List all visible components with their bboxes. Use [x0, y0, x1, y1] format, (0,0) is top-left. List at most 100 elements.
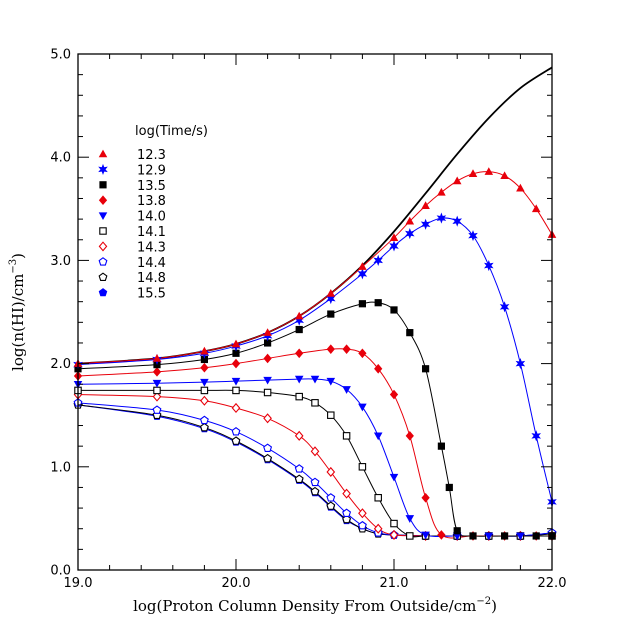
series-marker-14-3 [373, 523, 383, 534]
series-marker-13-5 [327, 310, 335, 318]
series-marker-12-9 [468, 230, 478, 242]
legend-marker-12-3 [98, 149, 108, 158]
series-marker-12-3 [531, 204, 541, 213]
x-axis-title-main: log(Proton Column Density From Outside/c… [133, 597, 476, 615]
legend-label-14-3: 14.3 [137, 240, 166, 255]
y-tick-label: 5.0 [50, 48, 71, 63]
series-marker-14-1 [374, 494, 382, 502]
series-marker-13-8 [231, 358, 241, 369]
series-marker-13-5 [390, 306, 398, 314]
series-marker-12-3 [358, 262, 367, 270]
series-marker-12-3 [516, 183, 525, 192]
series-marker-13-8 [200, 362, 209, 373]
x-tick-label: 21.0 [380, 576, 409, 591]
legend-label-14-8: 14.8 [137, 271, 166, 286]
series-marker-14-4 [326, 493, 336, 502]
series-marker-13-8 [358, 348, 367, 359]
series-marker-14-0 [389, 473, 399, 482]
series-marker-14-3 [310, 446, 320, 457]
series-marker-13-8 [405, 431, 414, 441]
series-marker-13-8 [421, 492, 430, 503]
legend-label-14-4: 14.4 [137, 256, 166, 271]
legend-marker-14-4 [98, 257, 108, 266]
series-marker-13-8 [263, 353, 272, 364]
series-marker-13-5 [406, 329, 414, 337]
series-marker-14-1 [200, 386, 209, 395]
legend-marker-15-5 [98, 288, 108, 297]
series-marker-14-4 [231, 427, 241, 436]
ticks-layer: 19.0 20.0 21.0 22.0 0.0 1.0 2.0 3.0 4.0 5.0 [50, 48, 566, 592]
x-tick-label: 20.0 [222, 576, 251, 591]
series-marker-13-5 [532, 532, 540, 540]
y-axis-title: log(n(HI)/cm−3) [8, 253, 27, 371]
series-marker-14-8 [263, 453, 273, 463]
series-marker-14-3 [263, 413, 272, 424]
series-marker-12-9 [452, 215, 462, 227]
legend-marker-14-0 [98, 212, 108, 221]
x-axis-title-end: ) [491, 597, 497, 615]
y-tick-label: 3.0 [50, 254, 71, 269]
series-marker-14-1 [311, 399, 319, 407]
series-marker-12-3 [500, 171, 509, 180]
legend-marker-12-9 [98, 163, 108, 175]
series-marker-14-3 [294, 430, 304, 441]
series-marker-12-3 [468, 169, 478, 177]
series-marker-14-0 [421, 531, 430, 540]
x-axis-title-superscript: −2 [476, 596, 491, 607]
series-marker-13-8 [374, 363, 383, 374]
series-marker-13-8 [326, 344, 335, 354]
legend-marker-14-8 [98, 272, 108, 281]
series-marker-13-5 [358, 300, 367, 308]
series-marker-14-3 [326, 466, 336, 478]
series-marker-12-9 [515, 358, 526, 370]
legend-marker-13-8 [98, 195, 108, 206]
series-marker-14-0 [373, 432, 383, 441]
series-marker-14-0 [294, 375, 304, 384]
legend: log(Time/s) 12.312.913.513.814.014.114.3… [98, 124, 208, 302]
series-marker-14-4 [152, 405, 162, 414]
series-marker-14-3 [389, 529, 399, 540]
series-marker-14-4 [263, 443, 273, 453]
series-marker-12-3 [484, 167, 494, 175]
series-marker-12-9 [531, 430, 541, 442]
legend-label-12-9: 12.9 [137, 163, 166, 178]
series-marker-13-8 [295, 348, 304, 359]
series-marker-14-0 [200, 378, 209, 387]
series-marker-14-0 [231, 377, 241, 386]
series-marker-12-9 [405, 228, 415, 240]
series-marker-12-9 [499, 301, 510, 313]
series-marker-14-4 [342, 508, 352, 518]
series-marker-14-0 [326, 377, 336, 386]
series-marker-12-9 [389, 240, 399, 252]
series-marker-14-1 [342, 432, 351, 440]
series-marker-14-4 [294, 464, 304, 473]
series-marker-13-5 [295, 325, 303, 334]
series-marker-14-0 [516, 532, 525, 541]
series-marker-14-0 [358, 403, 367, 412]
series-marker-12-3 [152, 354, 162, 362]
series-marker-14-0 [263, 376, 272, 385]
x-tick-label: 19.0 [64, 576, 93, 591]
y-tick-label: 0.0 [50, 564, 71, 579]
series-marker-14-8 [342, 514, 352, 524]
series-marker-14-1 [327, 411, 335, 419]
series-marker-14-3 [200, 395, 209, 406]
y-axis-title-main: log(n(HI)/cm [9, 274, 27, 371]
series-marker-12-9 [436, 212, 447, 224]
series-marker-14-1 [153, 386, 161, 395]
series-marker-14-3 [152, 391, 162, 402]
series-marker-12-3 [231, 339, 241, 348]
series-marker-14-1 [390, 519, 398, 528]
y-tick-label: 4.0 [50, 151, 71, 166]
series-marker-12-3 [263, 328, 272, 336]
x-tick-label: 22.0 [538, 576, 567, 591]
series-marker-14-8 [326, 501, 336, 510]
legend-marker-13-5 [99, 181, 107, 189]
legend-label-14-1: 14.1 [137, 225, 166, 240]
series-marker-14-1 [232, 386, 240, 395]
series-marker-13-8 [437, 530, 446, 540]
series-marker-12-3 [294, 311, 304, 320]
series-marker-14-0 [152, 379, 162, 388]
series-marker-14-3 [342, 488, 351, 499]
